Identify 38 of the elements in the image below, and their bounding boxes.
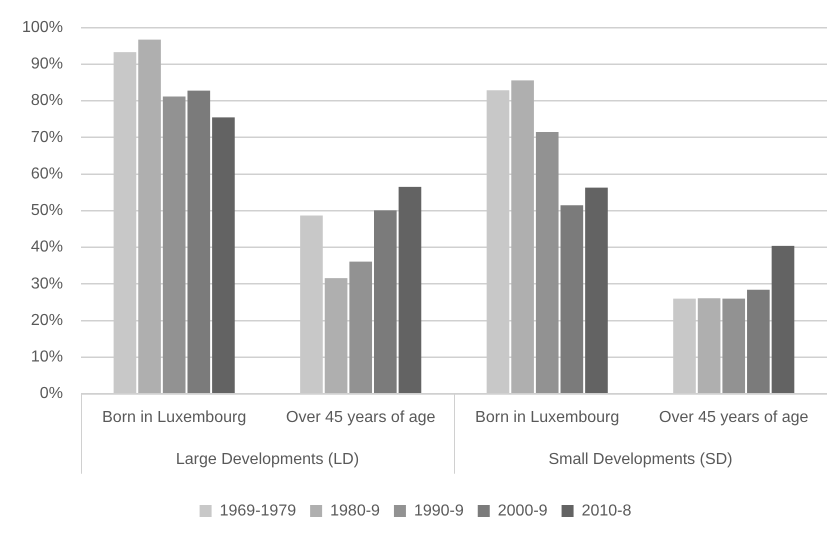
text: Large Developments (LD)	[176, 451, 360, 468]
x-tick-label: Born in Luxembourg	[475, 408, 620, 426]
bar	[698, 298, 720, 394]
y-tick-label: 100%	[22, 19, 63, 36]
bar	[398, 186, 422, 394]
bar	[585, 188, 608, 394]
y-tick-label: 60%	[30, 165, 63, 182]
bar	[138, 40, 161, 394]
text: Small Developments (SD)	[548, 451, 733, 468]
bar	[511, 80, 534, 394]
legend-label: 1980-9	[330, 502, 380, 520]
bar	[324, 278, 348, 394]
y-tick-label: 0%	[40, 385, 63, 402]
x-tick-label: Born in Luxembourg	[102, 408, 246, 426]
bar	[349, 262, 372, 394]
bar	[722, 298, 746, 394]
bar	[772, 246, 794, 394]
y-tick-label: 90%	[30, 56, 63, 73]
y-tick-label: 10%	[30, 348, 63, 366]
bar	[187, 90, 210, 394]
legend-label: 2000-9	[498, 502, 548, 520]
bar	[374, 210, 397, 394]
y-tick-label: 70%	[30, 128, 63, 146]
y-tick-label: 80%	[30, 92, 63, 110]
legend-label: 2010-8	[582, 502, 632, 520]
x-tick-label: Over 45 years of age	[286, 408, 436, 426]
bar	[560, 205, 584, 394]
legend-label: 1990-9	[414, 502, 464, 520]
y-tick-label: 20%	[30, 312, 63, 329]
y-tick-label: 30%	[30, 275, 63, 292]
bar	[162, 96, 186, 394]
bar	[212, 117, 235, 394]
bar	[747, 290, 770, 394]
legend-label: 1969-1979	[220, 502, 296, 520]
bar	[536, 132, 559, 394]
x-tick-label: Over 45 years of age	[659, 408, 809, 426]
y-tick-label: 50%	[30, 202, 63, 220]
y-tick-label: 40%	[30, 238, 63, 256]
